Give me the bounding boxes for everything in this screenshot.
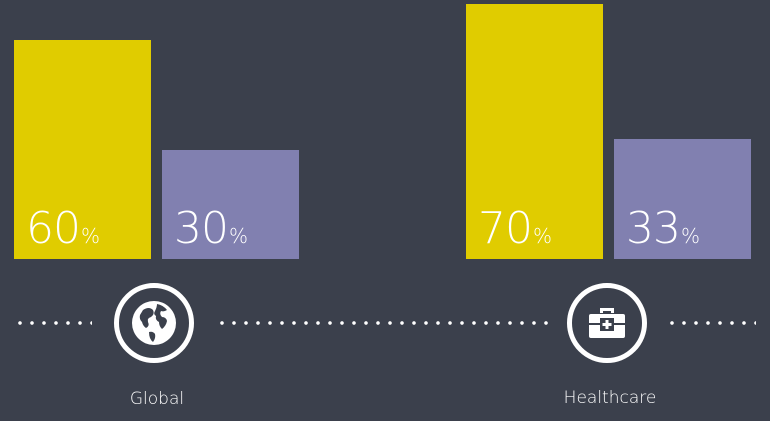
dotted-line-middle	[216, 321, 552, 325]
category-label-healthcare: Healthcare	[563, 388, 657, 408]
bar-healthcare-primary	[466, 3, 603, 259]
bar-global-primary	[14, 40, 151, 259]
category-label-global: Global	[129, 389, 185, 409]
data-label-global-secondary: 30%	[174, 203, 249, 254]
bar-healthcare-secondary	[614, 138, 751, 259]
globe-icon	[114, 283, 194, 363]
data-label-global-primary: 60%	[26, 203, 101, 254]
bar-global-secondary	[162, 149, 299, 259]
data-label-healthcare-primary: 70%	[478, 203, 553, 254]
dotted-line-left	[14, 321, 92, 325]
dotted-line-right	[666, 321, 756, 325]
medical-kit-icon	[567, 283, 647, 363]
data-label-healthcare-secondary: 33%	[626, 203, 701, 254]
